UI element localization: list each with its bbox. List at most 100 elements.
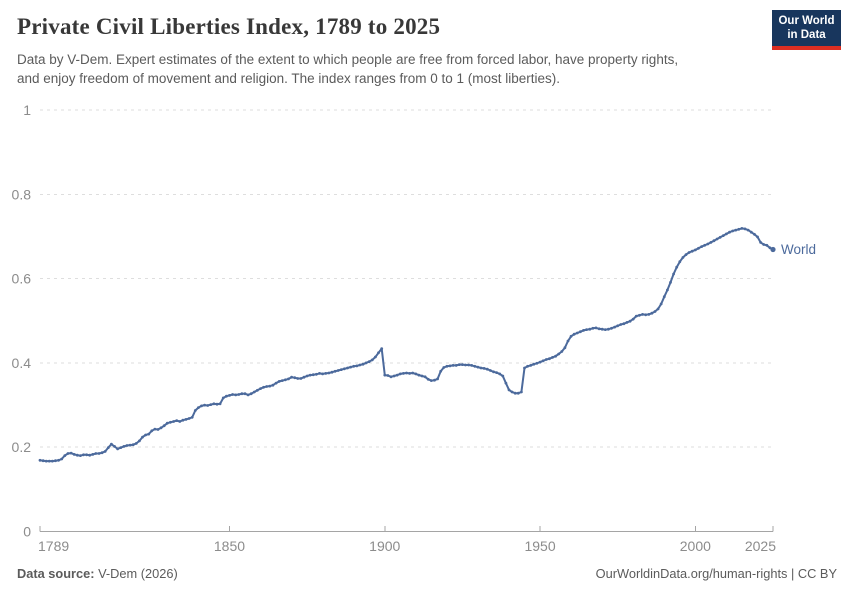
- data-point-1790: [41, 459, 45, 463]
- data-point-1938: [501, 374, 505, 378]
- data-point-1806: [91, 453, 95, 456]
- chart-subtitle: Data by V-Dem. Expert estimates of the e…: [17, 51, 762, 88]
- data-point-1970: [600, 327, 604, 331]
- data-point-1852: [234, 393, 238, 397]
- data-point-1889: [349, 365, 352, 369]
- data-point-1922: [451, 364, 455, 367]
- data-point-2024: [768, 246, 772, 250]
- data-point-1897: [374, 355, 377, 359]
- data-point-1934: [489, 369, 492, 372]
- data-point-1826: [153, 427, 157, 431]
- data-point-1843: [206, 404, 210, 407]
- data-point-1818: [128, 443, 132, 447]
- data-point-1935: [492, 370, 495, 374]
- data-point-1868: [284, 378, 287, 382]
- data-point-1814: [116, 447, 119, 451]
- data-point-1981: [634, 314, 638, 318]
- data-point-1793: [51, 459, 54, 463]
- x-tick-label-1900: 1900: [369, 538, 400, 554]
- data-point-1870: [290, 375, 293, 379]
- data-point-1982: [638, 313, 641, 317]
- y-tick-label-1: 1: [23, 102, 31, 118]
- data-point-1817: [125, 444, 129, 447]
- data-point-1989: [659, 302, 663, 306]
- owid-logo[interactable]: Our World in Data: [772, 10, 841, 50]
- data-point-1836: [184, 418, 188, 421]
- footer-links[interactable]: OurWorldinData.org/human-rights | CC BY: [595, 566, 837, 581]
- data-point-1890: [352, 364, 356, 368]
- data-point-1891: [355, 364, 359, 368]
- data-point-1899: [380, 347, 384, 350]
- data-point-1900: [383, 373, 387, 377]
- data-point-1909: [411, 371, 415, 375]
- data-point-1967: [591, 326, 595, 330]
- data-point-1916: [433, 378, 436, 382]
- data-point-1805: [88, 453, 92, 457]
- data-point-1913: [423, 375, 427, 379]
- data-point-1992: [669, 281, 672, 284]
- data-point-1960: [569, 334, 573, 338]
- chart-svg[interactable]: 0 0.2 0.4 0.6 0.8 1 1789 1850 1900 1950 2000 2025 Wo…: [0, 0, 850, 560]
- data-point-1863: [268, 384, 272, 388]
- data-point-1943: [516, 391, 520, 395]
- data-point-1821: [138, 439, 141, 443]
- data-point-1853: [237, 393, 241, 396]
- data-point-1828: [159, 426, 163, 430]
- data-point-1930: [476, 365, 480, 369]
- data-point-1964: [582, 329, 585, 332]
- data-point-1857: [249, 392, 253, 396]
- world-line-markers: [38, 227, 775, 463]
- data-point-1896: [370, 358, 374, 362]
- data-point-1830: [165, 421, 169, 425]
- owid-logo-line-2: in Data: [787, 28, 826, 41]
- data-point-1958: [563, 346, 567, 350]
- data-point-2003: [703, 243, 707, 247]
- data-point-1833: [175, 419, 179, 422]
- world-line[interactable]: [39, 227, 774, 463]
- data-point-1796: [60, 457, 64, 461]
- data-point-1903: [392, 374, 396, 378]
- data-point-1996: [681, 256, 685, 259]
- data-point-1957: [560, 350, 564, 353]
- gridlines: [40, 109, 772, 448]
- subtitle-line-2: and enjoy freedom of movement and religi…: [17, 70, 561, 86]
- owid-logo-line-1: Our World: [778, 15, 835, 27]
- data-point-1952: [544, 358, 548, 361]
- data-point-1794: [54, 459, 57, 463]
- data-point-1824: [147, 432, 151, 436]
- data-point-1915: [429, 379, 433, 382]
- data-point-1810: [103, 450, 107, 453]
- data-point-1815: [119, 446, 123, 449]
- data-source-label: Data source:: [17, 566, 95, 581]
- y-axis-labels: 0 0.2 0.4 0.6 0.8 1: [12, 102, 32, 540]
- data-point-2009: [721, 234, 725, 238]
- data-point-1792: [47, 459, 51, 463]
- data-point-1987: [653, 310, 657, 313]
- series-label-world[interactable]: World: [781, 242, 816, 257]
- data-point-1928: [470, 364, 474, 367]
- data-point-1963: [579, 330, 582, 334]
- x-axis-labels: 1789 1850 1900 1950 2000 2025: [38, 538, 776, 554]
- data-point-1986: [650, 311, 654, 315]
- data-point-1983: [641, 313, 644, 316]
- y-tick-label-0.8: 0.8: [12, 186, 32, 202]
- data-point-2020: [756, 235, 759, 239]
- data-point-1875: [305, 374, 309, 378]
- data-point-1951: [541, 359, 545, 363]
- data-point-1961: [572, 332, 576, 336]
- data-point-1907: [405, 371, 408, 375]
- data-point-1819: [131, 443, 135, 447]
- data-point-1876: [308, 373, 312, 377]
- data-point-2019: [753, 232, 756, 236]
- data-point-1976: [619, 323, 623, 326]
- data-point-1919: [442, 366, 446, 369]
- subtitle-line-1: Data by V-Dem. Expert estimates of the e…: [17, 52, 679, 67]
- data-point-1901: [386, 374, 390, 377]
- data-point-1879: [318, 372, 321, 375]
- data-point-1918: [439, 369, 443, 373]
- data-point-1844: [209, 403, 213, 406]
- data-point-1925: [461, 363, 464, 366]
- data-point-1941: [510, 390, 514, 394]
- data-point-1972: [607, 327, 610, 331]
- end-point-marker: [770, 246, 776, 253]
